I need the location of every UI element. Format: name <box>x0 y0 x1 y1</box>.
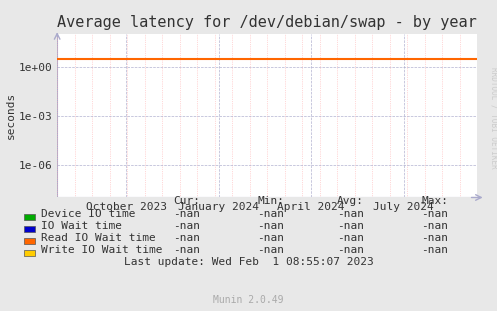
Text: Munin 2.0.49: Munin 2.0.49 <box>213 295 284 305</box>
Text: Cur:: Cur: <box>173 196 200 206</box>
Text: Avg:: Avg: <box>337 196 364 206</box>
Y-axis label: seconds: seconds <box>6 92 16 139</box>
Text: Last update: Wed Feb  1 08:55:07 2023: Last update: Wed Feb 1 08:55:07 2023 <box>124 257 373 267</box>
Text: -nan: -nan <box>421 244 448 254</box>
Text: -nan: -nan <box>421 221 448 231</box>
Text: -nan: -nan <box>257 209 284 219</box>
Text: -nan: -nan <box>337 244 364 254</box>
Text: -nan: -nan <box>421 233 448 243</box>
Text: -nan: -nan <box>173 221 200 231</box>
Text: Max:: Max: <box>421 196 448 206</box>
Text: -nan: -nan <box>173 233 200 243</box>
Text: Min:: Min: <box>257 196 284 206</box>
Text: -nan: -nan <box>257 233 284 243</box>
Text: -nan: -nan <box>257 244 284 254</box>
Text: IO Wait time: IO Wait time <box>41 221 122 231</box>
Text: Read IO Wait time: Read IO Wait time <box>41 233 156 243</box>
Title: Average latency for /dev/debian/swap - by year: Average latency for /dev/debian/swap - b… <box>57 15 477 30</box>
Text: Device IO time: Device IO time <box>41 209 135 219</box>
Text: -nan: -nan <box>421 209 448 219</box>
Text: Write IO Wait time: Write IO Wait time <box>41 244 162 254</box>
Text: -nan: -nan <box>337 209 364 219</box>
Text: -nan: -nan <box>337 233 364 243</box>
Text: -nan: -nan <box>257 221 284 231</box>
Text: -nan: -nan <box>337 221 364 231</box>
Text: -nan: -nan <box>173 244 200 254</box>
Text: -nan: -nan <box>173 209 200 219</box>
Text: RRDTOOL / TOBI OETIKER: RRDTOOL / TOBI OETIKER <box>489 67 497 169</box>
